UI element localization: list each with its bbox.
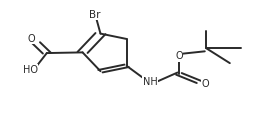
- Text: Br: Br: [89, 10, 101, 20]
- Text: NH: NH: [143, 77, 157, 87]
- Text: O: O: [28, 34, 36, 44]
- Text: O: O: [202, 79, 209, 89]
- Text: HO: HO: [23, 65, 38, 75]
- Text: O: O: [175, 51, 183, 61]
